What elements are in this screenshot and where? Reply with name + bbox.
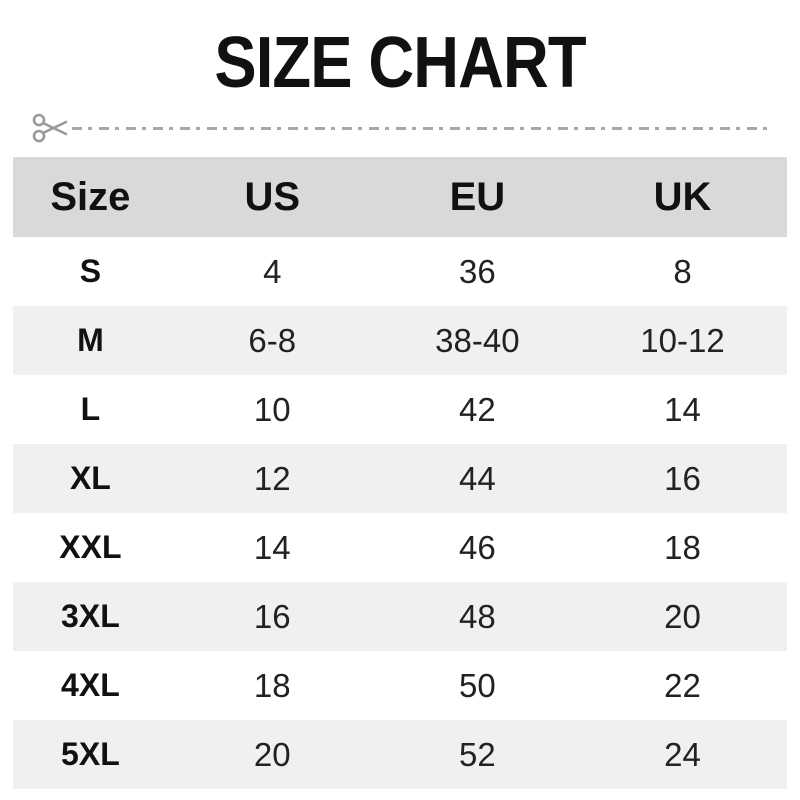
cut-line bbox=[32, 110, 774, 146]
uk-cell: 16 bbox=[664, 459, 701, 497]
header-uk: UK bbox=[653, 174, 712, 219]
size-cell: XXL bbox=[59, 529, 122, 565]
table-row: 3XL 16 48 20 bbox=[13, 582, 787, 651]
us-cell: 14 bbox=[253, 528, 291, 566]
size-cell: XL bbox=[69, 460, 111, 496]
table-row: S 4 36 8 bbox=[13, 237, 787, 306]
uk-cell: 18 bbox=[664, 528, 701, 566]
us-cell: 10 bbox=[253, 390, 291, 428]
table-row: 5XL 20 52 24 bbox=[13, 720, 787, 789]
size-cell: L bbox=[80, 391, 101, 427]
uk-cell: 14 bbox=[664, 390, 701, 428]
table-row: XXL 14 46 18 bbox=[13, 513, 787, 582]
table-row: M 6-8 38-40 10-12 bbox=[13, 306, 787, 375]
dashed-cut-line bbox=[72, 126, 774, 130]
size-cell: 4XL bbox=[61, 667, 120, 703]
size-cell: M bbox=[77, 322, 104, 358]
eu-cell: 46 bbox=[459, 528, 496, 566]
eu-cell: 52 bbox=[459, 735, 496, 773]
size-cell: S bbox=[79, 253, 102, 289]
header-eu: EU bbox=[449, 174, 506, 219]
scissors-icon bbox=[32, 113, 68, 143]
us-cell: 18 bbox=[253, 666, 291, 704]
uk-cell: 10-12 bbox=[640, 321, 725, 359]
us-cell: 16 bbox=[253, 597, 291, 635]
header-size: Size bbox=[50, 174, 131, 219]
eu-cell: 42 bbox=[459, 390, 496, 428]
us-cell: 20 bbox=[253, 735, 291, 773]
uk-cell: 22 bbox=[664, 666, 701, 704]
uk-cell: 8 bbox=[673, 252, 692, 290]
size-chart-table: Size US EU UK S 4 36 8 M 6-8 38-40 10-12… bbox=[13, 157, 787, 789]
eu-cell: 48 bbox=[459, 597, 496, 635]
us-cell: 4 bbox=[263, 252, 282, 290]
table-row: L 10 42 14 bbox=[13, 375, 787, 444]
table-header-row: Size US EU UK bbox=[13, 157, 787, 237]
eu-cell: 36 bbox=[459, 252, 496, 290]
table-row: 4XL 18 50 22 bbox=[13, 651, 787, 720]
table-row: XL 12 44 16 bbox=[13, 444, 787, 513]
eu-cell: 44 bbox=[459, 459, 496, 497]
uk-cell: 24 bbox=[664, 735, 701, 773]
us-cell: 6-8 bbox=[248, 321, 297, 359]
size-cell: 3XL bbox=[61, 598, 120, 634]
size-cell: 5XL bbox=[61, 736, 120, 772]
header-us: US bbox=[244, 174, 301, 219]
us-cell: 12 bbox=[253, 459, 291, 497]
page-title: SIZE CHART bbox=[214, 23, 586, 103]
uk-cell: 20 bbox=[664, 597, 701, 635]
eu-cell: 38-40 bbox=[435, 321, 520, 359]
eu-cell: 50 bbox=[459, 666, 496, 704]
